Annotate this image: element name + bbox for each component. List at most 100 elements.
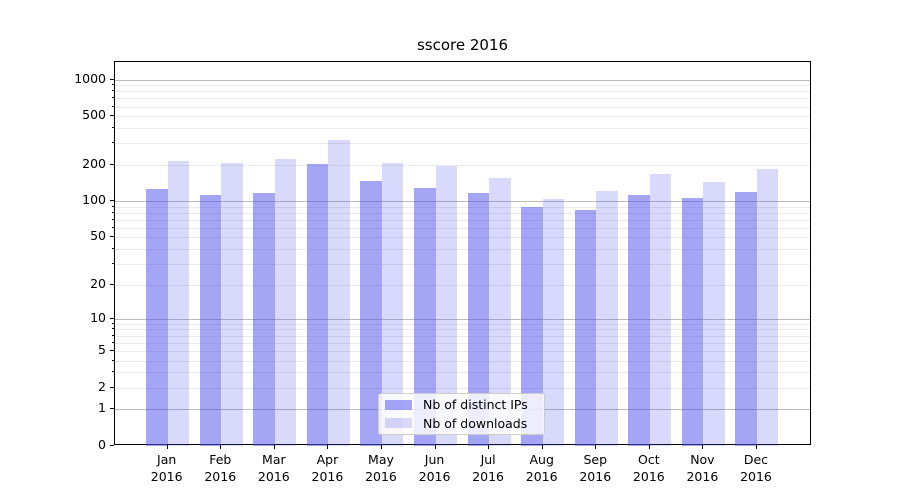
bar-jul-downloads [489, 177, 511, 446]
legend-label-distinct-ips: Nb of distinct IPs [423, 397, 528, 413]
y-minor-tick-mark [111, 218, 114, 220]
bar-sep-downloads [596, 190, 618, 446]
minor-gridline [115, 85, 810, 87]
x-tick-label: Apr 2016 [311, 452, 344, 484]
x-tick-mark [327, 445, 329, 449]
y-tick-mark [110, 163, 114, 165]
x-tick-mark [434, 445, 436, 449]
bar-jul-distinct-ips [467, 193, 490, 446]
x-tick-mark [595, 445, 597, 449]
minor-gridline [115, 329, 810, 331]
x-tick-mark [273, 445, 275, 449]
x-tick-mark [541, 445, 543, 449]
y-minor-tick-mark [111, 226, 114, 228]
x-tick-label: May 2016 [365, 452, 397, 484]
legend-item-downloads: Nb of downloads [385, 416, 536, 432]
bar-apr-distinct-ips [306, 163, 329, 446]
minor-gridline [115, 335, 810, 337]
bar-aug-distinct-ips [521, 206, 543, 446]
y-tick-mark [110, 200, 114, 202]
y-tick-label: 2 [98, 378, 106, 394]
legend-swatch-distinct-ips [385, 399, 412, 410]
y-minor-tick-mark [111, 341, 114, 343]
x-tick-mark [755, 445, 757, 449]
minor-gridline [115, 219, 810, 221]
x-tick-label: Jun 2016 [418, 452, 451, 484]
x-tick-mark [488, 445, 490, 449]
legend: Nb of distinct IPs Nb of downloads [378, 393, 545, 435]
x-tick-label: Aug 2016 [525, 452, 558, 484]
minor-gridline [115, 116, 810, 118]
y-tick-mark [110, 283, 114, 285]
x-tick-label: Oct 2016 [632, 452, 665, 484]
y-tick-mark [110, 78, 114, 80]
bar-aug-downloads [542, 199, 565, 446]
y-minor-tick-mark [111, 205, 114, 207]
bar-feb-downloads [221, 162, 243, 446]
x-tick-label: Nov 2016 [686, 452, 719, 484]
y-minor-tick-mark [111, 142, 114, 144]
major-gridline [115, 318, 810, 320]
minor-gridline [115, 360, 810, 362]
minor-gridline [115, 212, 810, 214]
minor-gridline [115, 91, 810, 93]
y-tick-mark [110, 445, 114, 446]
y-minor-tick-mark [111, 371, 114, 373]
bar-may-downloads [381, 163, 404, 446]
bar-jan-downloads [167, 160, 190, 446]
minor-gridline [115, 323, 810, 325]
y-minor-tick-mark [111, 262, 114, 264]
y-tick-label: 1 [98, 400, 106, 416]
legend-item-distinct-ips: Nb of distinct IPs [385, 397, 536, 413]
y-tick-label: 200 [82, 155, 106, 171]
y-minor-tick-mark [111, 322, 114, 324]
minor-gridline [115, 227, 810, 229]
bar-may-distinct-ips [360, 180, 382, 446]
y-tick-mark [110, 236, 114, 238]
minor-gridline [115, 98, 810, 100]
bar-jun-downloads [435, 165, 458, 446]
chart-title: sscore 2016 [416, 36, 509, 54]
minor-gridline [115, 237, 810, 239]
plot-area [114, 61, 811, 446]
x-tick-label: Jul 2016 [472, 452, 505, 484]
y-minor-tick-mark [111, 90, 114, 92]
y-minor-tick-mark [111, 248, 114, 250]
minor-gridline [115, 387, 810, 389]
y-tick-label: 500 [82, 107, 106, 123]
y-tick-label: 1000 [74, 70, 106, 86]
y-minor-tick-mark [111, 359, 114, 361]
x-tick-label: Dec 2016 [740, 452, 772, 484]
x-tick-mark [648, 445, 650, 449]
minor-gridline [115, 206, 810, 208]
minor-gridline [115, 350, 810, 352]
minor-gridline [115, 372, 810, 374]
minor-gridline [115, 263, 810, 265]
minor-gridline [115, 249, 810, 251]
y-tick-label: 20 [90, 275, 106, 291]
y-tick-mark [110, 408, 114, 410]
y-minor-tick-mark [111, 211, 114, 213]
y-tick-mark [110, 349, 114, 351]
bar-apr-downloads [328, 140, 350, 446]
legend-swatch-downloads [385, 418, 412, 429]
x-tick-label: Feb 2016 [204, 452, 237, 484]
bar-mar-downloads [274, 158, 297, 446]
bar-nov-distinct-ips [681, 197, 704, 446]
x-tick-label: Mar 2016 [257, 452, 290, 484]
y-tick-mark [110, 386, 114, 388]
y-minor-tick-mark [111, 328, 114, 330]
y-minor-tick-mark [111, 105, 114, 107]
minor-gridline [115, 128, 810, 130]
bar-nov-downloads [703, 182, 725, 446]
y-minor-tick-mark [111, 334, 114, 336]
bar-feb-distinct-ips [199, 194, 222, 446]
bar-dec-downloads [756, 168, 779, 446]
y-tick-label: 10 [90, 309, 106, 325]
x-tick-label: Sep 2016 [579, 452, 612, 484]
bar-jun-distinct-ips [414, 187, 436, 446]
bar-oct-distinct-ips [628, 195, 650, 446]
minor-gridline [115, 342, 810, 344]
bar-sep-distinct-ips [574, 210, 597, 446]
legend-label-downloads: Nb of downloads [423, 415, 528, 431]
